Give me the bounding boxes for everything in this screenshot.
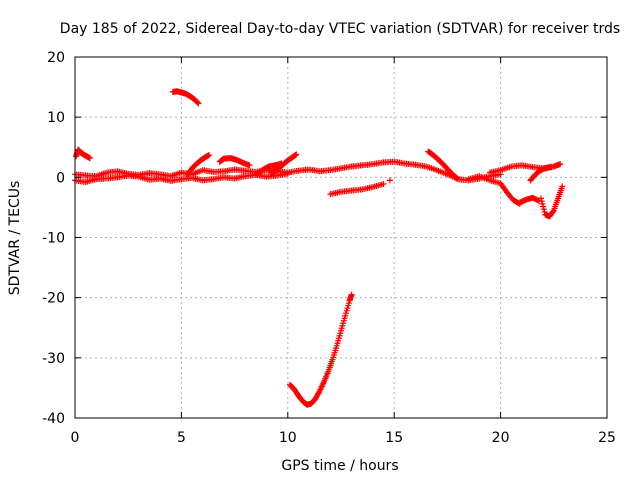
y-tick-label: -30 <box>42 351 65 367</box>
data-point <box>548 164 555 171</box>
x-tick-label: 25 <box>598 430 616 446</box>
x-tick-label: 10 <box>279 430 297 446</box>
series-main-band-b <box>72 170 291 186</box>
y-tick-label: 0 <box>56 170 65 186</box>
data-point <box>278 160 285 167</box>
series-mid-rise <box>252 160 285 178</box>
y-tick-label: 10 <box>47 110 65 126</box>
data-point <box>348 291 355 298</box>
data-point <box>550 208 557 215</box>
data-point <box>454 175 461 182</box>
series-arc-5 <box>169 88 202 107</box>
series-rise-5 <box>184 152 213 178</box>
data-layer <box>72 88 566 408</box>
chart-title: Day 185 of 2022, Sidereal Day-to-day VTE… <box>60 21 620 37</box>
y-tick-label: -40 <box>42 411 65 427</box>
series-deep-dip <box>286 291 355 408</box>
data-point <box>206 152 213 159</box>
data-point <box>246 162 253 169</box>
x-tick-label: 5 <box>177 430 186 446</box>
series-bump-7 <box>216 155 253 169</box>
data-point <box>195 100 202 107</box>
data-point <box>455 176 462 183</box>
data-point <box>194 99 201 106</box>
data-point <box>86 155 93 162</box>
data-point <box>540 206 547 213</box>
series-start-spike <box>73 146 93 162</box>
x-tick-label: 15 <box>385 430 403 446</box>
grid-layer <box>75 57 607 418</box>
data-point <box>284 170 291 177</box>
data-point <box>539 200 546 207</box>
series-point-15 <box>386 177 393 184</box>
x-tick-label: 0 <box>71 430 80 446</box>
data-point <box>538 195 545 202</box>
data-point <box>557 161 564 168</box>
x-axis-title: GPS time / hours <box>281 458 398 474</box>
data-point <box>538 198 545 205</box>
series-late-dip-22 <box>538 183 566 220</box>
data-point <box>293 151 300 158</box>
data-point <box>541 208 548 215</box>
x-tick-label: 20 <box>492 430 510 446</box>
data-point <box>559 183 566 190</box>
series-late-mid <box>527 164 555 184</box>
y-tick-label: 20 <box>47 50 65 66</box>
series-descent-17 <box>425 148 462 183</box>
y-tick-label: -10 <box>42 231 65 247</box>
y-axis-title: SDTVAR / TECUs <box>7 181 23 296</box>
series-low-segment-13 <box>327 180 387 198</box>
series-rise-9 <box>267 151 300 176</box>
data-point <box>386 177 393 184</box>
y-tick-label: -20 <box>42 291 65 307</box>
data-point <box>380 180 387 187</box>
tick-layer: 0 5 10 15 20 25 -40 -30 -20 -10 0 10 20 <box>42 50 616 446</box>
series-late-dip-21 <box>516 194 542 206</box>
data-point <box>540 203 547 210</box>
series-post-19 <box>465 173 523 207</box>
